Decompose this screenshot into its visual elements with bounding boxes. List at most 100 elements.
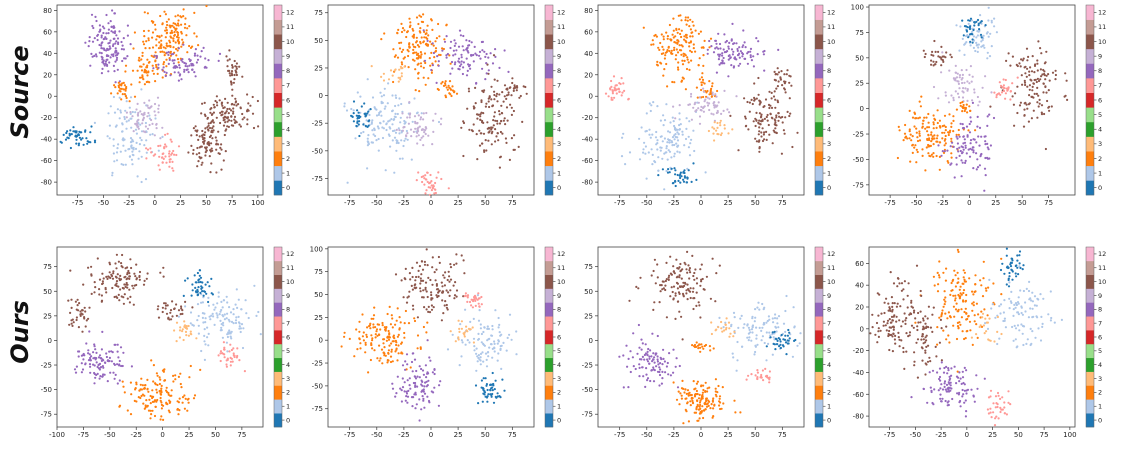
point-class-1 xyxy=(360,132,363,135)
point-class-8 xyxy=(435,81,438,84)
point-class-9 xyxy=(711,91,714,94)
point-class-2 xyxy=(709,37,713,40)
point-class-10 xyxy=(758,130,761,133)
point-class-1 xyxy=(366,144,369,147)
point-class-0 xyxy=(482,388,485,391)
point-class-2 xyxy=(396,56,400,59)
point-class-1 xyxy=(657,169,660,172)
point-class-2 xyxy=(124,64,128,67)
point-class-1 xyxy=(437,120,441,124)
point-class-2 xyxy=(384,328,387,331)
point-class-8 xyxy=(87,352,90,355)
point-class-8 xyxy=(105,49,108,52)
point-class-8 xyxy=(100,36,103,39)
point-class-10 xyxy=(211,127,214,130)
point-class-8 xyxy=(640,348,643,351)
point-class-10 xyxy=(698,304,701,307)
point-class-2 xyxy=(668,50,671,53)
point-class-9 xyxy=(412,130,415,133)
point-class-10 xyxy=(463,272,466,275)
point-class-1 xyxy=(479,356,482,359)
point-class-10 xyxy=(785,73,788,76)
point-class-10 xyxy=(1035,92,1038,95)
point-class-10 xyxy=(213,106,216,109)
point-class-10 xyxy=(453,263,456,266)
point-class-1 xyxy=(214,306,217,309)
point-class-10 xyxy=(203,137,206,140)
point-class-3 xyxy=(715,129,718,132)
point-class-1 xyxy=(220,328,223,331)
colorbar-tick-label: 7 xyxy=(286,319,290,327)
point-class-8 xyxy=(106,380,109,383)
y-tick-label: 60 xyxy=(584,28,593,36)
point-class-1 xyxy=(219,319,222,322)
point-class-1 xyxy=(989,32,992,35)
point-class-8 xyxy=(763,49,766,53)
colorbar-swatch-7 xyxy=(1086,78,1094,93)
point-class-8 xyxy=(415,403,418,406)
point-class-1 xyxy=(107,112,110,115)
point-class-2 xyxy=(175,54,178,57)
point-class-9 xyxy=(706,96,709,99)
point-class-10 xyxy=(1048,109,1051,112)
point-class-1 xyxy=(508,333,511,336)
point-class-1 xyxy=(400,102,403,106)
point-class-10 xyxy=(208,155,211,158)
point-class-9 xyxy=(957,96,961,99)
colorbar-tick-label: 12 xyxy=(557,9,565,17)
point-class-8 xyxy=(174,66,177,69)
point-class-1 xyxy=(371,129,374,132)
point-class-2 xyxy=(698,57,701,60)
point-class-10 xyxy=(220,101,224,104)
point-class-1 xyxy=(404,137,407,140)
point-class-10 xyxy=(494,128,497,131)
point-class-1 xyxy=(398,97,401,100)
point-class-1 xyxy=(130,126,133,129)
point-class-8 xyxy=(114,51,117,54)
point-class-9 xyxy=(703,90,706,93)
point-class-10 xyxy=(699,316,702,319)
point-class-8 xyxy=(113,31,116,35)
point-class-10 xyxy=(243,116,246,119)
colorbar-swatch-8 xyxy=(815,63,823,79)
point-class-2 xyxy=(419,51,422,54)
point-class-10 xyxy=(479,115,482,118)
point-class-1 xyxy=(475,369,478,372)
colorbar-swatch-10 xyxy=(815,34,823,50)
colorbar-swatch-6 xyxy=(815,92,823,108)
point-class-8 xyxy=(101,61,104,64)
point-class-2 xyxy=(188,44,191,48)
point-class-10 xyxy=(788,114,791,118)
point-class-7 xyxy=(1002,78,1005,81)
point-class-10 xyxy=(1025,47,1029,50)
point-class-9 xyxy=(976,95,980,99)
point-class-2 xyxy=(188,376,191,379)
point-class-8 xyxy=(678,364,681,368)
point-class-8 xyxy=(646,377,650,380)
point-class-8 xyxy=(958,154,961,157)
point-class-2 xyxy=(938,141,941,144)
point-class-2 xyxy=(686,58,689,61)
point-class-2 xyxy=(147,37,150,40)
point-class-2 xyxy=(169,394,172,397)
point-class-2 xyxy=(168,57,171,60)
point-class-8 xyxy=(102,62,105,65)
point-class-2 xyxy=(146,378,149,381)
point-class-8 xyxy=(121,59,124,63)
point-class-2 xyxy=(650,43,653,46)
point-class-9 xyxy=(151,122,154,125)
point-class-0 xyxy=(84,130,87,133)
point-class-8 xyxy=(116,350,119,353)
point-class-10 xyxy=(230,119,233,122)
point-class-8 xyxy=(655,365,658,368)
point-class-2 xyxy=(368,325,371,328)
point-class-1 xyxy=(969,44,972,47)
point-class-1 xyxy=(384,105,387,108)
point-class-8 xyxy=(416,385,419,388)
point-class-8 xyxy=(112,64,115,67)
point-class-10 xyxy=(482,121,485,124)
point-class-8 xyxy=(405,390,408,393)
point-class-8 xyxy=(107,28,110,31)
point-class-8 xyxy=(430,390,433,393)
point-class-0 xyxy=(364,112,367,115)
